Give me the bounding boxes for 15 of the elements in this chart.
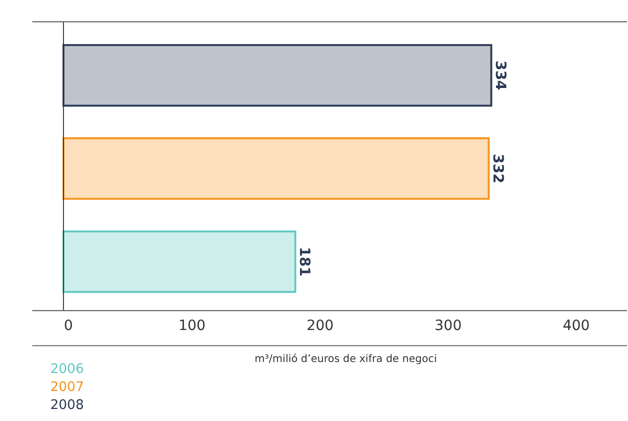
x-tick-label: 200 <box>306 318 334 334</box>
bar <box>62 230 296 293</box>
x-tick-label: 0 <box>64 318 73 334</box>
x-tick-label: 400 <box>562 318 590 334</box>
x-axis-title: m³/milió d’euros de xifra de negoci <box>254 353 437 366</box>
text: 2008 <box>50 398 84 414</box>
bar <box>62 137 490 200</box>
data-label: 181 <box>296 246 312 277</box>
text: 2007 <box>50 380 84 396</box>
data-label: 334 <box>492 60 508 90</box>
x-tick-label: 100 <box>178 318 206 334</box>
bar <box>62 44 492 107</box>
data-label: 332 <box>489 154 506 184</box>
text: 2006 <box>50 362 84 378</box>
x-tick-label: 300 <box>434 318 462 334</box>
